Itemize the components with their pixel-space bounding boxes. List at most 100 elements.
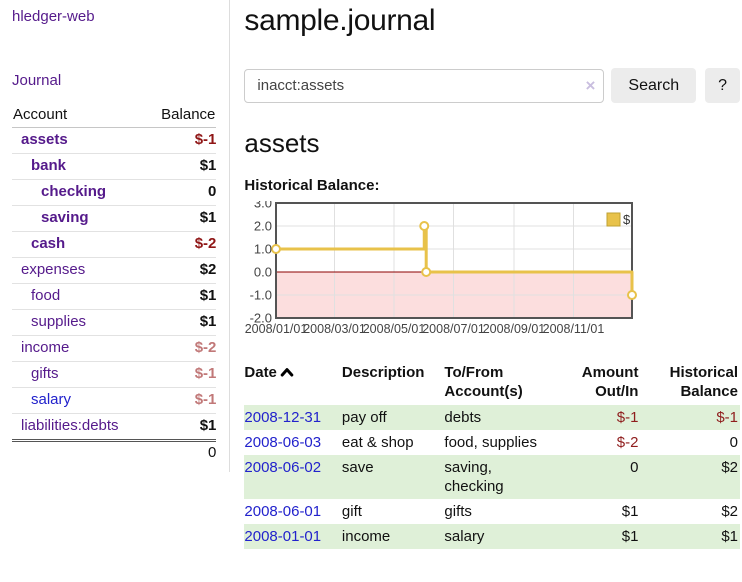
account-balance: $1 <box>145 205 217 232</box>
search-form: × Search ? <box>244 68 740 103</box>
transaction-accounts: gifts <box>444 503 472 520</box>
transaction-accounts: saving, checking <box>444 459 504 495</box>
svg-text:2.0: 2.0 <box>254 219 272 234</box>
register-header-date[interactable]: Date <box>244 361 342 405</box>
chart-title: Historical Balance: <box>244 177 380 194</box>
transaction-balance: 0 <box>729 434 738 451</box>
account-link-expenses[interactable]: expenses <box>21 261 86 278</box>
transaction-description: pay off <box>341 409 387 426</box>
transaction-date-link[interactable]: 2008-01-01 <box>244 528 322 545</box>
svg-text:2008/01/01: 2008/01/01 <box>245 322 308 336</box>
account-balance: $1 <box>145 413 217 441</box>
accounts-total-row: 0 <box>12 439 217 466</box>
svg-text:-1.0: -1.0 <box>250 288 272 303</box>
register-row: 2008-06-02 save saving, checking 0 $2 <box>244 455 740 499</box>
account-row: assets $-1 <box>12 127 217 154</box>
accounts-header-row: Account Balance <box>12 103 217 128</box>
sidebar-nav: Journal <box>12 72 216 89</box>
transaction-date-link[interactable]: 2008-06-03 <box>244 434 322 451</box>
help-button[interactable]: ? <box>705 68 740 103</box>
transaction-amount: $-2 <box>616 434 639 451</box>
register-row: 2008-06-03 eat & shop food, supplies $-2… <box>244 430 740 455</box>
register-row: 2008-12-31 pay off debts $-1 $-1 <box>244 405 740 430</box>
accounts-header-account: Account <box>12 103 146 128</box>
transaction-date-link[interactable]: 2008-12-31 <box>244 409 322 426</box>
account-balance: $1 <box>145 309 217 336</box>
sidebar-item-journal[interactable]: Journal <box>12 72 62 89</box>
account-link-cash[interactable]: cash <box>31 235 66 252</box>
account-row: supplies $1 <box>12 309 217 336</box>
sort-asc-icon <box>280 368 294 377</box>
transaction-description: eat & shop <box>341 434 414 451</box>
account-balance: $-1 <box>145 127 217 154</box>
svg-text:-2.0: -2.0 <box>250 311 272 326</box>
account-link-income[interactable]: income <box>21 339 70 356</box>
account-balance: $-2 <box>145 231 217 258</box>
accounts-table: Account Balance assets $-1 bank $1 check… <box>12 103 217 466</box>
account-link-gifts[interactable]: gifts <box>31 365 59 382</box>
transaction-accounts: food, supplies <box>444 434 537 451</box>
account-balance: $-2 <box>145 335 217 362</box>
register-header-balance: Historical Balance <box>669 364 738 400</box>
accounts-header-balance: Balance <box>145 103 217 128</box>
svg-text:2008/03/01: 2008/03/01 <box>304 322 367 336</box>
clear-search-icon[interactable]: × <box>585 75 596 95</box>
account-balance: $1 <box>145 283 217 310</box>
account-row: bank $1 <box>12 153 217 180</box>
account-balance: $-1 <box>145 387 217 414</box>
account-link-supplies[interactable]: supplies <box>31 313 87 330</box>
account-section-title: assets <box>244 128 320 158</box>
register-row: 2008-01-01 income salary $1 $1 <box>244 524 740 549</box>
transaction-accounts: debts <box>444 409 482 426</box>
account-link-liabilities-debts[interactable]: liabilities:debts <box>21 417 119 434</box>
account-link-food[interactable]: food <box>31 287 61 304</box>
transaction-amount: 0 <box>630 459 639 476</box>
register-table: Date Description To/From Account(s) Amou… <box>244 361 740 549</box>
transaction-date-link[interactable]: 2008-06-02 <box>244 459 322 476</box>
search-input[interactable] <box>244 68 605 103</box>
account-row: food $1 <box>12 283 217 310</box>
transaction-amount: $1 <box>621 528 639 545</box>
register-header-row: Date Description To/From Account(s) Amou… <box>244 361 740 405</box>
balance-chart[interactable]: $3.0 2.0 1.0 0.0 -1.0 -2.02008/01/012008/03/0… <box>244 196 640 341</box>
account-row: checking 0 <box>12 179 217 206</box>
transaction-description: income <box>341 528 391 545</box>
transaction-amount: $-1 <box>616 409 639 426</box>
account-row: liabilities:debts $1 <box>12 413 217 441</box>
account-link-checking[interactable]: checking <box>41 183 107 200</box>
search-button[interactable]: Search <box>611 68 697 103</box>
account-link-assets[interactable]: assets <box>21 131 68 148</box>
account-balance: $-1 <box>145 361 217 388</box>
account-row: cash $-2 <box>12 231 217 258</box>
account-row: salary $-1 <box>12 387 217 414</box>
account-link-salary[interactable]: salary <box>31 391 72 408</box>
transaction-balance: $2 <box>721 503 738 520</box>
main-content: sample.journal × Search ? assets Histori… <box>230 0 742 549</box>
account-balance: $2 <box>145 257 217 284</box>
svg-text:0.0: 0.0 <box>254 265 272 280</box>
sidebar: hledger-web Journal Account Balance asse… <box>0 0 231 472</box>
register-header-amount: Amount Out/In <box>581 364 639 400</box>
account-balance: 0 <box>145 179 217 206</box>
app-title-link[interactable]: hledger-web <box>12 8 95 25</box>
svg-text:2008/09/01: 2008/09/01 <box>483 322 546 336</box>
svg-text:2008/07/01: 2008/07/01 <box>423 322 486 336</box>
svg-text:$: $ <box>623 212 631 227</box>
register-header-description: Description <box>341 364 425 381</box>
svg-text:2008/11/01: 2008/11/01 <box>543 322 605 336</box>
transaction-date-link[interactable]: 2008-06-01 <box>244 503 322 520</box>
transaction-balance: $1 <box>721 528 738 545</box>
transaction-accounts: salary <box>444 528 485 545</box>
transaction-balance: $2 <box>721 459 738 476</box>
svg-text:2008/05/01: 2008/05/01 <box>363 322 426 336</box>
page-title: sample.journal <box>244 4 436 37</box>
transaction-description: save <box>341 459 374 476</box>
register-row: 2008-06-01 gift gifts $1 $2 <box>244 499 740 524</box>
account-row: expenses $2 <box>12 257 217 284</box>
account-link-bank[interactable]: bank <box>31 157 67 174</box>
account-link-saving[interactable]: saving <box>41 209 89 226</box>
transaction-balance: $-1 <box>716 409 738 426</box>
register-header-accounts: To/From Account(s) <box>444 364 523 400</box>
transaction-description: gift <box>341 503 362 520</box>
svg-text:1.0: 1.0 <box>254 242 272 257</box>
